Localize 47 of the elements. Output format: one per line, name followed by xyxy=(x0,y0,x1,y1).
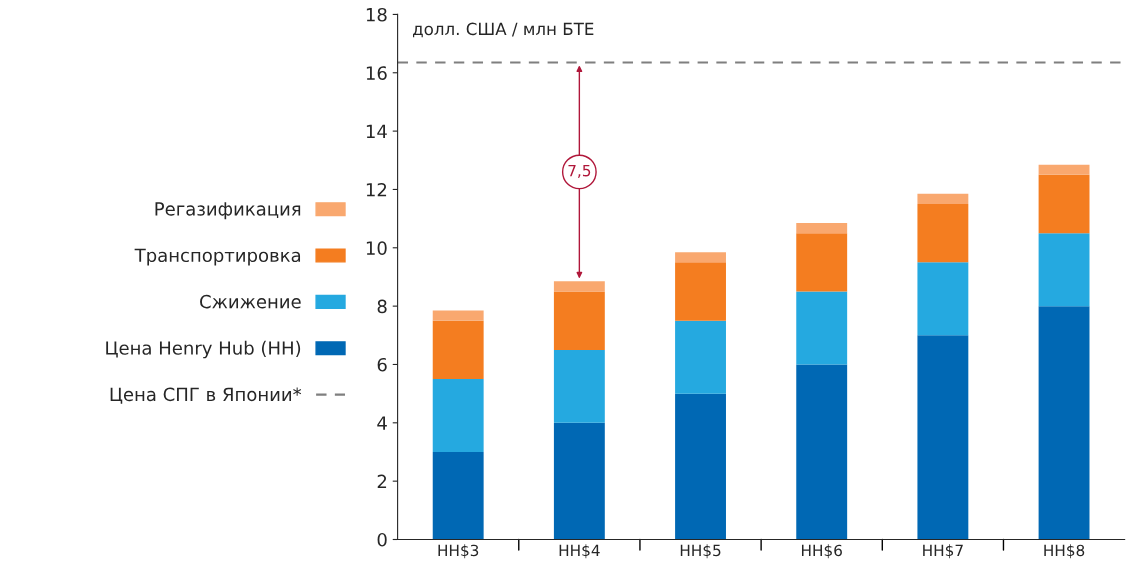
y-tick-label: 16 xyxy=(366,66,387,80)
bar xyxy=(796,233,848,292)
bar xyxy=(1038,306,1090,540)
y-tick-label: 8 xyxy=(377,299,387,314)
x-tick-label: HH$7 xyxy=(923,544,963,559)
legend-label: Цена Henry Hub (HH) xyxy=(106,340,301,359)
bar xyxy=(917,262,969,336)
bar xyxy=(917,193,969,205)
y-tick-label: 14 xyxy=(366,124,387,138)
bar xyxy=(917,335,969,540)
y-tick-label: 12 xyxy=(366,182,387,197)
bar xyxy=(1038,174,1090,234)
x-tick-label: HH$6 xyxy=(802,544,842,559)
y-axis-title: долл. США / млн БТЕ xyxy=(413,22,594,38)
x-tick-label: HH$3 xyxy=(438,544,479,559)
bar xyxy=(796,291,848,365)
y-tick-label: 10 xyxy=(366,241,387,255)
bar xyxy=(1038,164,1090,175)
bar xyxy=(432,320,484,380)
bar xyxy=(553,349,605,423)
bar xyxy=(675,252,726,263)
bar xyxy=(1038,233,1090,307)
bar xyxy=(432,451,484,540)
legend-label: Сжижение xyxy=(200,294,301,309)
bar xyxy=(675,320,726,394)
y-tick-label: 6 xyxy=(377,357,387,372)
bar xyxy=(553,291,605,350)
bar xyxy=(796,222,848,234)
y-tick-label: 0 xyxy=(377,532,387,547)
bar xyxy=(675,393,726,540)
bar xyxy=(796,364,848,540)
bar xyxy=(432,310,484,321)
bar xyxy=(432,379,484,452)
bar xyxy=(917,204,969,263)
x-tick-label: HH$8 xyxy=(1044,544,1085,559)
y-tick-label: 18 xyxy=(366,7,387,22)
x-tick-label: HH$4 xyxy=(559,544,600,559)
legend-label: Цена СПГ в Японии* xyxy=(110,387,302,404)
bar xyxy=(553,422,605,540)
x-tick-label: HH$5 xyxy=(680,544,721,559)
y-tick-label: 2 xyxy=(377,474,387,489)
y-tick-label: 4 xyxy=(377,416,387,430)
bar xyxy=(553,281,605,292)
legend-label: Транспортировка xyxy=(134,248,301,266)
bar xyxy=(675,262,726,321)
annotation: 7,5 xyxy=(568,165,591,178)
legend-label: Регазификация xyxy=(155,202,301,220)
